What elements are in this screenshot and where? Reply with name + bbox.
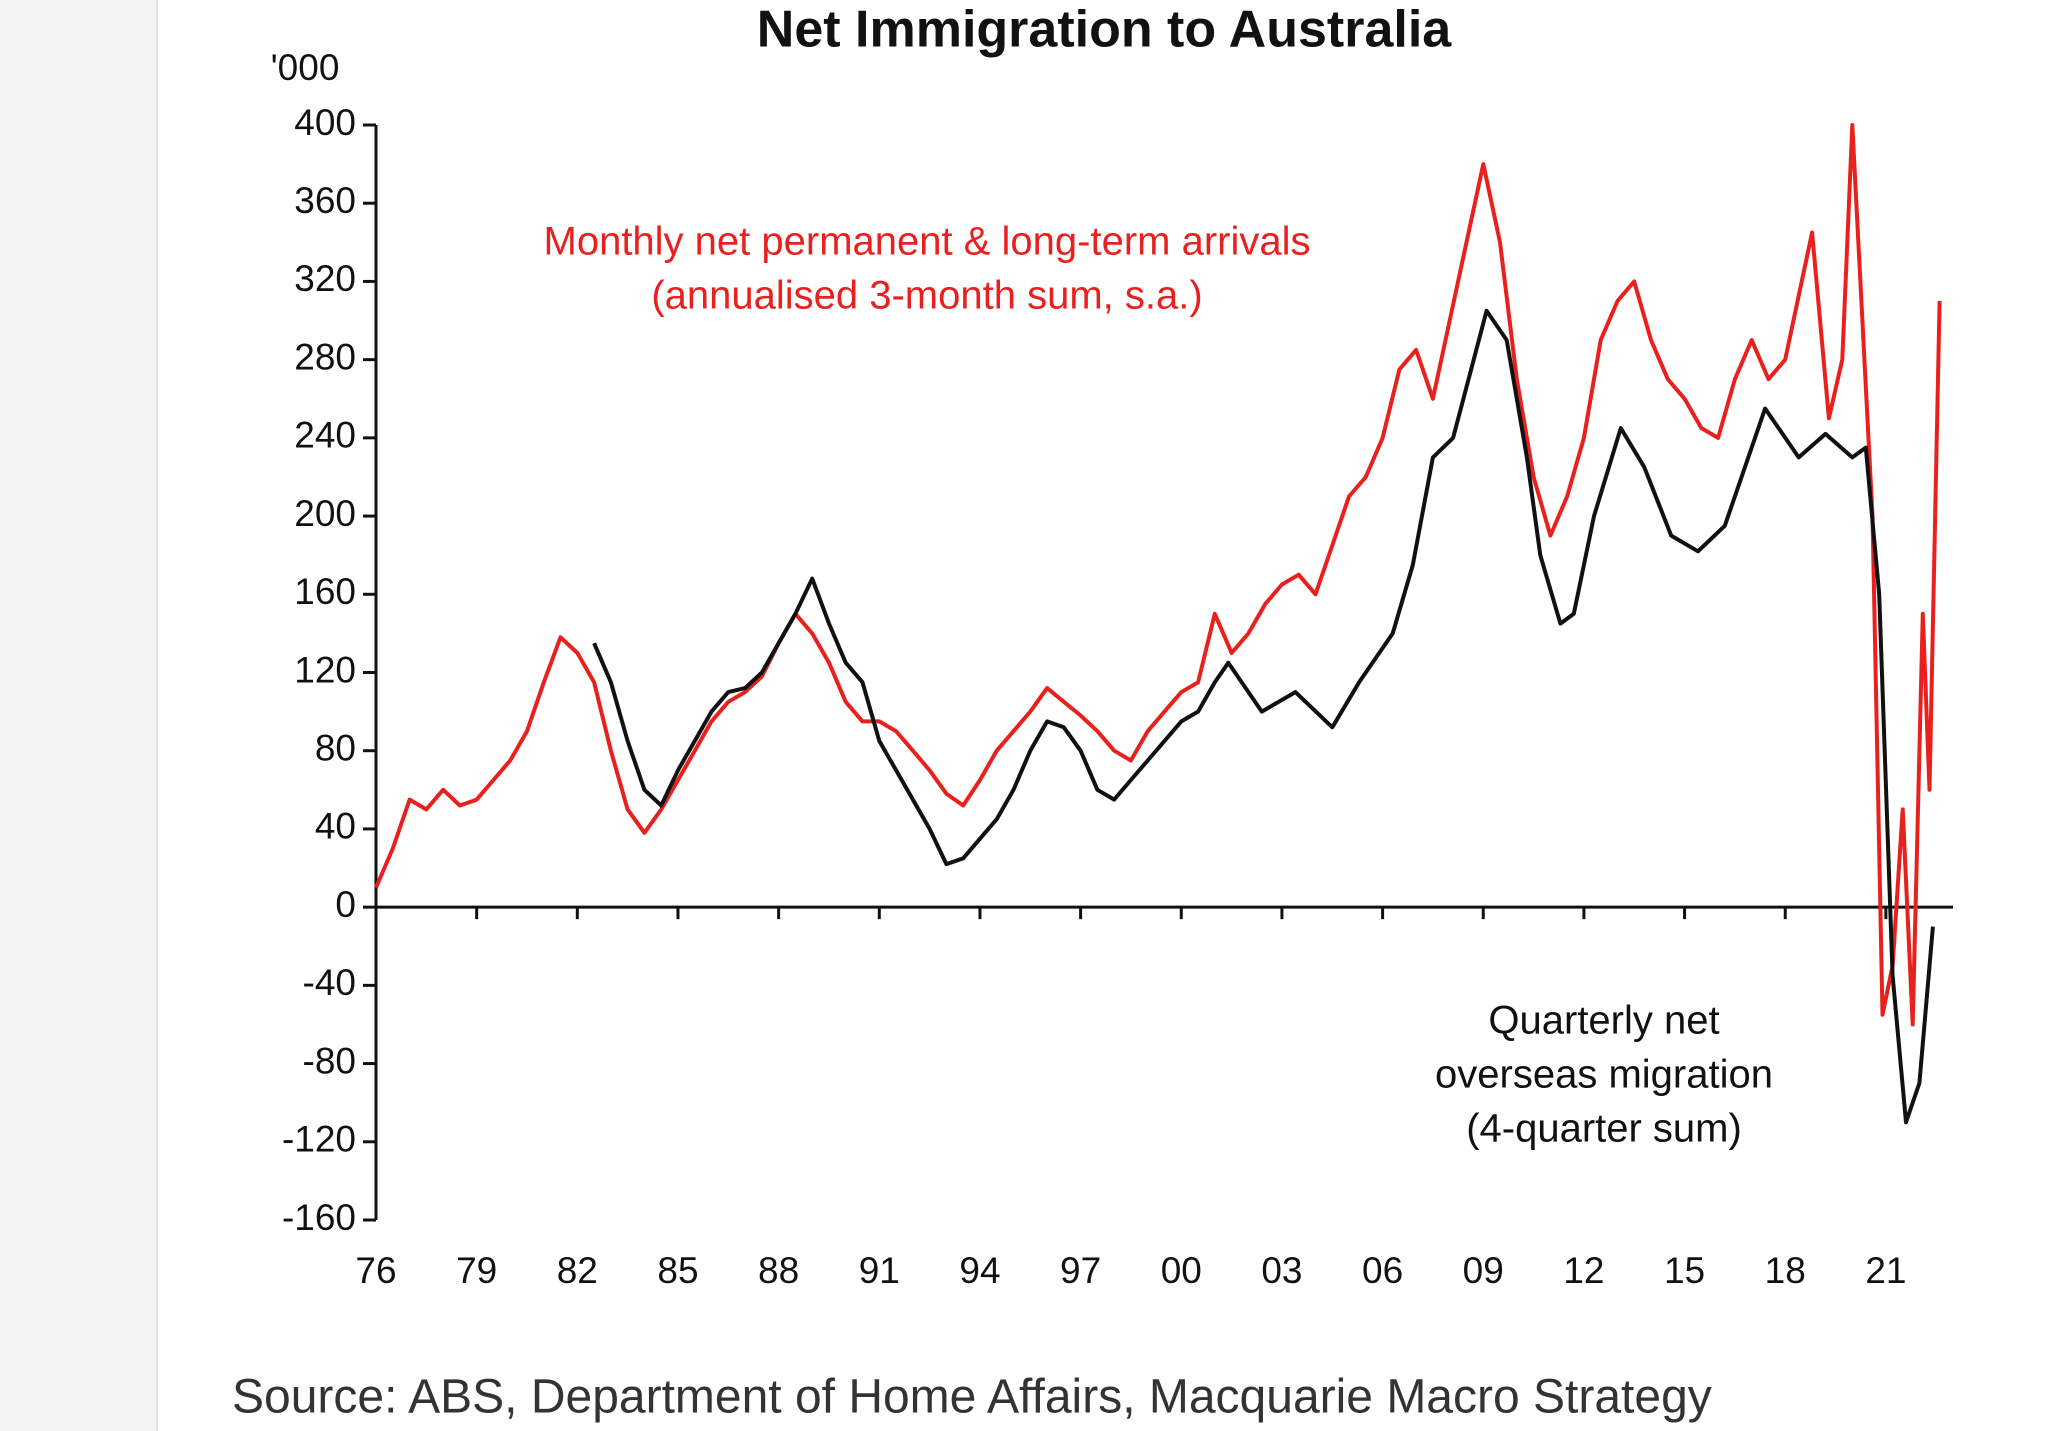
x-tick-label: 09 — [1463, 1250, 1504, 1291]
y-tick-label: -80 — [303, 1040, 356, 1081]
chart-title: Net Immigration to Australia — [757, 1, 1452, 59]
annotation: (annualised 3-month sum, s.a.) — [651, 274, 1202, 318]
y-tick-label: 120 — [294, 649, 356, 690]
x-tick-label: 03 — [1261, 1250, 1302, 1291]
annotation: overseas migration — [1435, 1053, 1773, 1097]
x-tick-label: 00 — [1161, 1250, 1202, 1291]
x-tick-label: 88 — [758, 1250, 799, 1291]
y-tick-label: 320 — [294, 258, 356, 299]
y-unit-label: '000 — [271, 47, 340, 88]
x-tick-label: 06 — [1362, 1250, 1403, 1291]
side-strip — [0, 0, 157, 1431]
y-tick-label: 360 — [294, 180, 356, 221]
source-note: Source: ABS, Department of Home Affairs,… — [232, 1371, 1712, 1424]
x-tick-label: 97 — [1060, 1250, 1101, 1291]
annotation: Monthly net permanent & long-term arriva… — [544, 220, 1311, 264]
y-tick-label: -120 — [282, 1119, 356, 1160]
series-line — [374, 123, 1942, 1027]
x-tick-label: 18 — [1765, 1250, 1806, 1291]
y-tick-label: 400 — [294, 102, 356, 143]
y-tick-label: 280 — [294, 336, 356, 377]
y-tick-label: -160 — [282, 1197, 356, 1238]
y-tick-label: 40 — [315, 806, 356, 847]
x-tick-label: 15 — [1664, 1250, 1705, 1291]
y-tick-label: 80 — [315, 727, 356, 768]
series-line — [592, 308, 1935, 1125]
y-tick-label: 0 — [335, 884, 356, 925]
y-tick-label: 200 — [294, 493, 356, 534]
x-tick-label: 79 — [456, 1250, 497, 1291]
x-tick-label: 94 — [959, 1250, 1000, 1291]
annotation: (4-quarter sum) — [1466, 1107, 1742, 1151]
x-tick-label: 82 — [557, 1250, 598, 1291]
x-tick-label: 91 — [859, 1250, 900, 1291]
x-tick-label: 21 — [1865, 1250, 1906, 1291]
annotation: Quarterly net — [1488, 999, 1719, 1043]
x-tick-label: 12 — [1563, 1250, 1604, 1291]
x-tick-label: 85 — [657, 1250, 698, 1291]
y-tick-label: -40 — [303, 962, 356, 1003]
x-tick-label: 76 — [355, 1250, 396, 1291]
y-tick-label: 160 — [294, 571, 356, 612]
y-tick-label: 240 — [294, 415, 356, 456]
